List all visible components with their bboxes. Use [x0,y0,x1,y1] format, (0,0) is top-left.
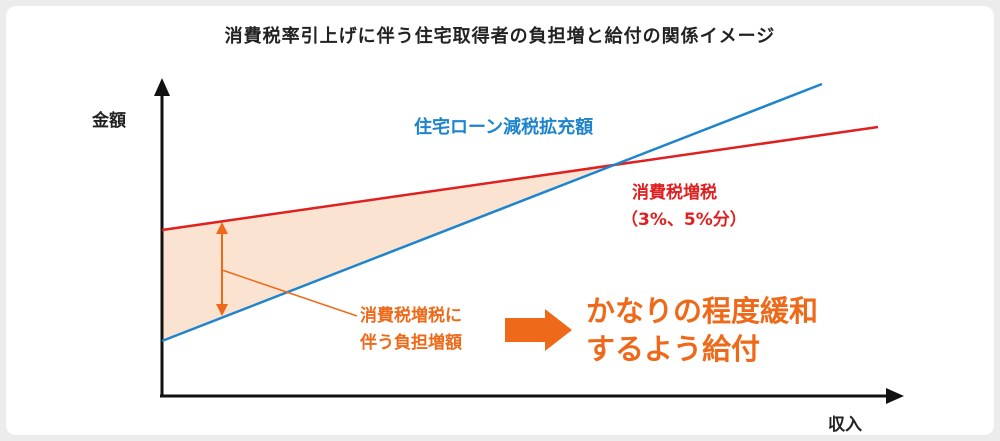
burden-callout-line [221,269,358,317]
relief-label: かなりの程度緩和 するよう給付 [586,292,818,368]
x-axis-label: 収入 [828,415,862,435]
burden-callout: 消費税増税に 伴う負担増額 [360,303,462,357]
diagram-card [6,6,994,435]
burden-callout-line1: 消費税増税に [360,306,462,326]
tax-increase-line [161,125,879,232]
tax-increase-label: 消費税増税 [632,183,717,203]
relief-label-line2: するよう給付 [586,332,761,366]
loan-reduction-line [161,82,823,343]
tax-increase-sublabel: （3%、5%分） [621,210,747,230]
block-arrow [505,309,572,351]
diagram-title: 消費税率引上げに伴う住宅取得者の負担増と給付の関係イメージ [224,26,776,47]
relief-label-line1: かなりの程度緩和 [586,294,819,328]
burden-callout-line2: 伴う負担増額 [360,333,462,353]
y-axis-arrowhead [154,78,170,96]
x-axis-arrowhead [886,388,904,404]
burden-arrowhead-top [216,222,228,234]
loan-reduction-label: 住宅ローン減税拡充額 [414,117,594,138]
y-axis-label: 金額 [92,111,126,131]
burden-arrowhead-bottom [216,304,228,316]
